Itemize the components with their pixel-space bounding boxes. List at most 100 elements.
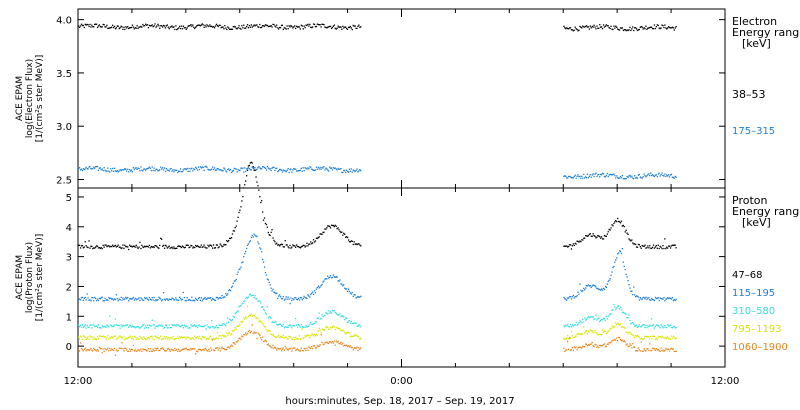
data-point: [142, 348, 144, 350]
data-point: [145, 245, 148, 247]
data-point: [92, 338, 94, 340]
data-point: [101, 352, 103, 354]
data-point: [336, 27, 338, 29]
data-point: [316, 286, 318, 289]
data-point: [274, 169, 276, 171]
data-point: [662, 336, 664, 338]
data-point: [199, 299, 201, 301]
data-point: [147, 27, 150, 29]
data-point: [267, 279, 269, 281]
data-point: [218, 24, 220, 26]
data-point: [656, 247, 658, 249]
data-point: [257, 185, 259, 187]
data-point: [264, 326, 267, 328]
data-point: [115, 349, 117, 351]
data-point: [93, 26, 95, 28]
data-point: [123, 26, 125, 28]
data-point: [106, 324, 108, 326]
data-point: [283, 27, 285, 29]
data-point: [234, 312, 236, 315]
data-point: [322, 328, 324, 331]
data-point: [253, 331, 255, 333]
data-point: [590, 330, 592, 332]
data-point: [83, 348, 85, 350]
data-point: [271, 347, 273, 349]
data-point: [262, 324, 265, 326]
data-point: [345, 236, 347, 238]
data-point: [146, 298, 149, 300]
data-point: [149, 298, 151, 300]
data-point: [127, 246, 129, 248]
data-point: [221, 26, 223, 28]
data-point: [257, 167, 259, 169]
data-point: [659, 245, 661, 248]
data-point: [575, 28, 577, 30]
data-point: [675, 326, 677, 329]
data-point: [98, 167, 101, 169]
data-point: [632, 322, 634, 324]
data-point: [633, 29, 635, 32]
data-point: [78, 244, 81, 246]
data-point: [81, 169, 84, 172]
data-point: [146, 349, 149, 351]
data-point: [286, 338, 288, 340]
data-point: [279, 323, 282, 325]
data-point: [263, 166, 266, 169]
data-point: [266, 24, 268, 27]
data-point: [360, 295, 362, 297]
data-point: [161, 324, 163, 326]
data-point: [122, 297, 124, 299]
data-point: [78, 326, 81, 328]
data-point: [304, 326, 306, 328]
data-point: [575, 346, 577, 348]
data-point: [635, 324, 638, 326]
data-point: [99, 247, 101, 249]
data-point: [134, 336, 136, 338]
data-point: [313, 322, 316, 324]
data-point: [249, 314, 251, 317]
data-point: [597, 318, 599, 320]
data-point: [608, 329, 610, 332]
data-point: [348, 241, 351, 243]
data-point: [95, 349, 97, 351]
data-point: [264, 339, 267, 341]
data-point: [654, 27, 657, 30]
data-point: [224, 244, 226, 246]
data-point: [284, 240, 286, 242]
data-point: [660, 297, 662, 300]
data-point: [101, 168, 103, 170]
data-point: [298, 299, 301, 301]
data-point: [605, 345, 607, 347]
data-point: [296, 326, 299, 328]
data-point: [615, 308, 617, 310]
data-point: [298, 26, 301, 28]
data-point: [211, 338, 213, 340]
data-point: [668, 297, 670, 300]
data-point: [288, 171, 290, 174]
y-tick-label: 1: [66, 312, 72, 323]
data-point: [338, 314, 340, 316]
data-point: [130, 26, 133, 29]
data-point: [654, 246, 657, 248]
data-point: [183, 296, 185, 299]
data-point: [634, 243, 636, 245]
data-point: [335, 28, 337, 30]
data-point: [92, 26, 94, 28]
data-point: [276, 242, 278, 244]
data-point: [564, 27, 566, 29]
data-point: [597, 345, 599, 347]
data-point: [328, 26, 330, 28]
data-point: [237, 310, 239, 312]
data-point: [585, 176, 587, 178]
data-point: [669, 338, 672, 341]
data-point: [647, 245, 649, 247]
data-point: [668, 348, 670, 350]
data-point: [616, 175, 618, 177]
data-point: [585, 330, 587, 332]
data-point: [242, 196, 244, 198]
data-point: [589, 329, 591, 331]
data-point: [630, 29, 632, 32]
data-point: [97, 324, 100, 326]
data-point: [80, 23, 83, 25]
